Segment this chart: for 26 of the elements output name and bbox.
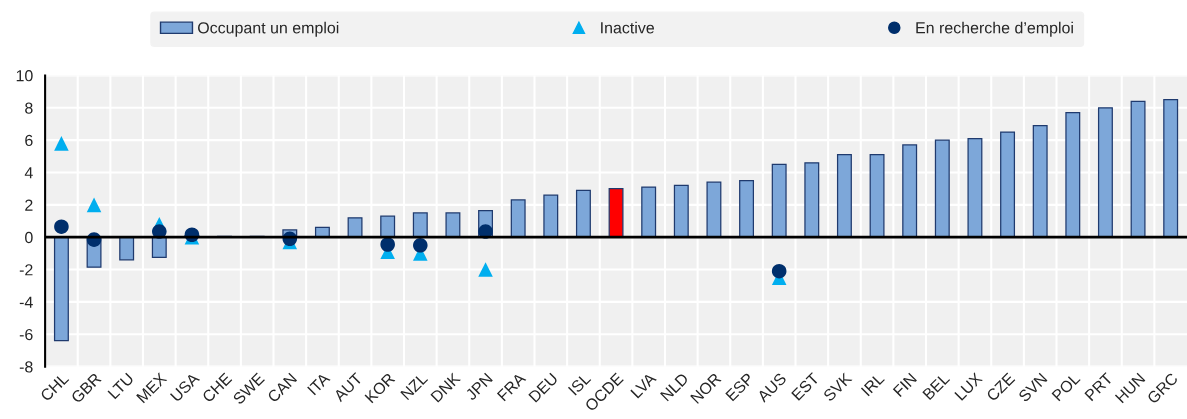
x-tick-label: FRA (496, 371, 527, 402)
y-tick-label: -6 (19, 328, 33, 341)
x-tick-label: LVA (630, 371, 657, 399)
legend-label: Inactive (601, 21, 654, 34)
x-tick-label: ITA (307, 371, 331, 396)
x-tick-label: CHL (39, 372, 70, 402)
y-tick-label: 0 (25, 231, 33, 244)
y-tick-label: -4 (19, 296, 33, 308)
legend-label: Occupant un emploi (198, 21, 339, 37)
x-tick-label: POL (1051, 372, 1081, 402)
x-tick-label: LTU (107, 372, 135, 400)
x-tick-label: FIN (892, 372, 917, 397)
x-tick-label: USA (169, 371, 201, 403)
y-tick-label: -2 (19, 264, 33, 276)
legend-label: En recherche d’emploi (916, 21, 1073, 37)
y-tick-label: 2 (25, 199, 33, 211)
y-tick-label: 6 (25, 134, 33, 147)
y-tick-label: 4 (24, 167, 33, 179)
x-tick-label: NZL (400, 372, 429, 401)
y-tick-label: 10 (16, 70, 33, 82)
y-tick-label: 8 (25, 102, 33, 114)
y-tick-label: -8 (19, 361, 33, 373)
x-tick-label: NLD (660, 372, 689, 402)
x-tick-label: IRL (860, 372, 885, 397)
x-tick-label: BEL (922, 372, 951, 401)
x-tick-label: JPN (464, 372, 493, 401)
